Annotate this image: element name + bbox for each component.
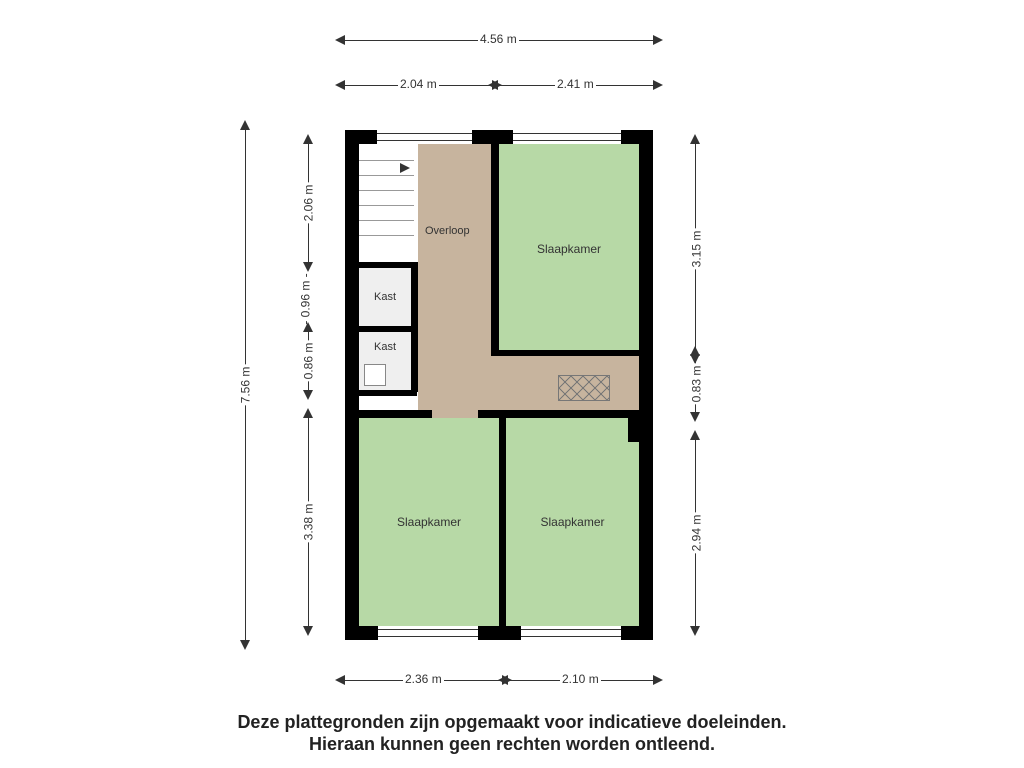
floorplan-stage: Overloop Slaapkamer Slaapkamer Slaapkame… [0, 0, 1024, 768]
dim-right-lower-ad [690, 626, 700, 636]
stair-tread-3 [359, 190, 414, 191]
dim-top-total-ar [653, 35, 663, 45]
dim-right-mid-au [690, 346, 700, 356]
wall-int-4 [499, 410, 506, 640]
window-bot-left-line1 [378, 629, 478, 630]
dim-right-lower: 2.94 m [689, 513, 703, 554]
wall-int-7 [345, 326, 417, 332]
stair-arrow [400, 163, 410, 173]
room-bedroom-top-right: Slaapkamer [499, 144, 639, 354]
dim-top-left: 2.04 m [398, 77, 439, 91]
dim-top-right: 2.41 m [555, 77, 596, 91]
dim-right-mid: 0.83 m [689, 364, 703, 405]
wall-int-2 [491, 350, 651, 356]
label-bedroom-bl: Slaapkamer [397, 515, 461, 529]
dim-left-mid2: 0.86 m [301, 341, 315, 382]
room-stair [359, 144, 414, 262]
stair-tread-1 [359, 160, 414, 161]
stair-tread-6 [359, 235, 414, 236]
room-overloop-vert [418, 144, 491, 412]
dim-left-mid: - 0.96 m - [299, 271, 313, 326]
dim-bot-right: 2.10 m [560, 672, 601, 686]
dim-left-mid2-au [303, 322, 313, 332]
dim-right-mid-ad [690, 412, 700, 422]
dim-bot-left-al [335, 675, 345, 685]
dim-left-total-au [240, 120, 250, 130]
dim-top-total: 4.56 m [478, 32, 519, 46]
room-kast1: Kast [359, 268, 411, 326]
wall-pillar [628, 418, 639, 442]
window-top-right-line1 [513, 133, 621, 134]
room-bedroom-bottom-right: Slaapkamer [506, 418, 639, 626]
dim-top-right-al [488, 80, 498, 90]
wall-left [345, 130, 359, 640]
wall-int-1 [491, 144, 499, 356]
dim-top-total-al [335, 35, 345, 45]
dim-bot-right-ar [653, 675, 663, 685]
window-bot-left-line2 [378, 636, 478, 637]
dim-left-total: 7.56 m [238, 365, 252, 406]
stair-tread-4 [359, 205, 414, 206]
label-bedroom-tr: Slaapkamer [537, 242, 601, 256]
window-bot-right-line1 [521, 629, 621, 630]
label-kast1: Kast [374, 291, 396, 303]
label-bedroom-br: Slaapkamer [540, 515, 604, 529]
dim-left-upper-au [303, 134, 313, 144]
dim-left-lower-au [303, 408, 313, 418]
caption-line1: Deze plattegronden zijn opgemaakt voor i… [0, 712, 1024, 733]
dim-right-lower-au [690, 430, 700, 440]
dim-left-mid2-ad [303, 390, 313, 400]
wall-int-6 [345, 262, 417, 268]
hatch-symbol [558, 375, 610, 401]
stair-tread-5 [359, 220, 414, 221]
caption-line2: Hieraan kunnen geen rechten worden ontle… [0, 734, 1024, 755]
dim-bot-left: 2.36 m [403, 672, 444, 686]
dim-top-right-ar [653, 80, 663, 90]
window-top-right-line2 [513, 140, 621, 141]
label-kast2: Kast [374, 341, 396, 353]
window-top-left-line2 [377, 140, 472, 141]
dim-left-lower-ad [303, 626, 313, 636]
door-gap-1 [432, 410, 478, 418]
window-bot-right-line2 [521, 636, 621, 637]
wall-int-8 [345, 390, 417, 396]
dim-right-upper: 3.15 m [689, 229, 703, 270]
fixture-sink [364, 364, 386, 386]
dim-left-upper: 2.06 m [301, 183, 315, 224]
dim-left-total-ad [240, 640, 250, 650]
window-top-left-line1 [377, 133, 472, 134]
stair-tread-2 [359, 175, 414, 176]
dim-top-left-al [335, 80, 345, 90]
dim-right-upper-au [690, 134, 700, 144]
dim-bot-right-al [498, 675, 508, 685]
wall-right [639, 130, 653, 640]
room-bedroom-bottom-left: Slaapkamer [359, 418, 499, 626]
dim-left-lower: 3.38 m [301, 502, 315, 543]
